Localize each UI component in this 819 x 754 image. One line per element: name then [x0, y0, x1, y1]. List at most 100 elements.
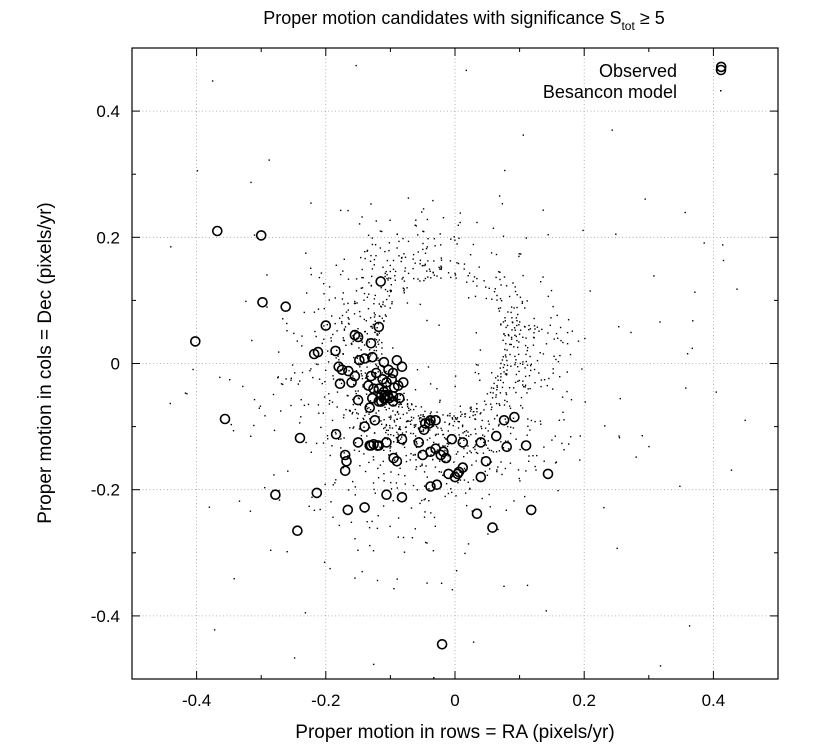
model-point-873: [411, 419, 413, 421]
model-point-1132: [374, 372, 377, 374]
model-point-585: [357, 549, 359, 551]
model-point-1285: [618, 435, 620, 437]
model-point-1060: [373, 316, 376, 318]
model-point-877: [376, 527, 379, 530]
model-point-122: [559, 376, 561, 378]
model-point-106: [372, 456, 375, 458]
model-point-1237: [579, 435, 581, 437]
model-point-1181: [354, 408, 356, 411]
model-point-369: [433, 274, 435, 276]
model-point-284: [496, 386, 498, 388]
model-point-861: [423, 416, 426, 418]
model-point-456: [510, 311, 512, 314]
observed-point-94: [501, 441, 513, 453]
model-point-155: [402, 287, 404, 289]
model-point-529: [327, 350, 329, 352]
model-point-1161: [505, 392, 507, 394]
observed-point-16: [343, 365, 354, 377]
model-point-146: [459, 212, 461, 214]
observed-point-52: [387, 390, 399, 402]
model-point-275: [444, 449, 446, 452]
model-point-590: [437, 416, 439, 418]
model-point-818: [398, 439, 400, 442]
model-point-887: [471, 464, 473, 466]
model-point-891: [435, 450, 437, 453]
model-point-597: [398, 406, 400, 408]
model-point-453: [526, 364, 529, 366]
model-point-490: [549, 324, 551, 326]
model-point-109: [554, 435, 556, 437]
model-point-596: [375, 349, 378, 352]
model-point-1210: [399, 417, 402, 419]
model-point-881: [451, 418, 454, 420]
model-point-268: [399, 426, 401, 428]
model-point-1231: [382, 505, 385, 507]
model-point-416: [496, 389, 498, 391]
model-point-700: [328, 299, 330, 301]
model-point-99: [492, 428, 494, 430]
model-point-1072: [389, 525, 391, 528]
model-point-1131: [395, 437, 398, 439]
model-point-977: [496, 384, 498, 387]
model-point-376: [422, 242, 424, 245]
observed-point-48: [364, 402, 376, 414]
model-point-1138: [287, 470, 289, 472]
model-point-648: [384, 314, 387, 316]
model-point-466: [557, 337, 559, 339]
model-point-992: [457, 451, 459, 453]
model-point-855: [445, 483, 448, 485]
observed-point-19: [366, 351, 378, 363]
model-point-657: [503, 371, 505, 373]
model-point-332: [363, 344, 366, 346]
observed-point-109: [342, 504, 354, 516]
model-point-583: [394, 279, 396, 281]
observed-point-9: [352, 331, 364, 343]
model-point-39: [390, 471, 392, 473]
model-point-1171: [401, 432, 404, 434]
model-point-1355: [253, 424, 255, 427]
model-point-810: [390, 416, 392, 419]
model-point-481: [505, 373, 508, 375]
model-point-823: [414, 454, 416, 456]
model-point-600: [398, 240, 400, 243]
model-point-2: [472, 280, 474, 283]
model-point-280: [404, 267, 407, 269]
model-point-1015: [504, 467, 507, 470]
model-point-97: [453, 420, 456, 423]
model-point-1086: [368, 293, 370, 295]
model-point-668: [381, 347, 383, 349]
model-point-352: [378, 441, 380, 444]
model-point-1158: [382, 460, 384, 463]
observed-point-72: [418, 424, 430, 436]
model-point-909: [503, 404, 506, 406]
model-point-527: [343, 328, 346, 330]
model-point-238: [422, 248, 424, 251]
model-point-286: [514, 329, 516, 331]
model-point-168: [371, 243, 374, 246]
observed-point-30: [381, 377, 392, 388]
model-point-9: [502, 356, 504, 358]
model-point-248: [406, 399, 408, 401]
observed-point-10: [365, 337, 377, 349]
model-point-1036: [415, 405, 417, 408]
observed-point-100: [542, 468, 554, 480]
model-point-1233: [358, 223, 361, 225]
model-point-794: [428, 500, 430, 502]
model-point-1108: [385, 370, 387, 373]
model-point-715: [444, 495, 446, 498]
model-point-415: [424, 264, 426, 267]
model-point-558: [449, 412, 451, 415]
model-point-1082: [500, 376, 502, 378]
observed-point-85: [388, 452, 399, 464]
model-point-699: [353, 302, 356, 305]
model-point-901: [408, 409, 410, 412]
model-point-1094: [352, 411, 354, 414]
model-point-257: [348, 318, 350, 320]
model-point-728: [368, 282, 370, 284]
x-tick-labels: -0.4 -0.2 0 0.2 0.4: [182, 691, 725, 710]
model-point-745: [396, 233, 398, 235]
model-point-692: [517, 313, 519, 316]
model-point-1118: [385, 431, 387, 434]
observed-point-103: [431, 479, 443, 491]
model-point-1128: [349, 427, 351, 429]
